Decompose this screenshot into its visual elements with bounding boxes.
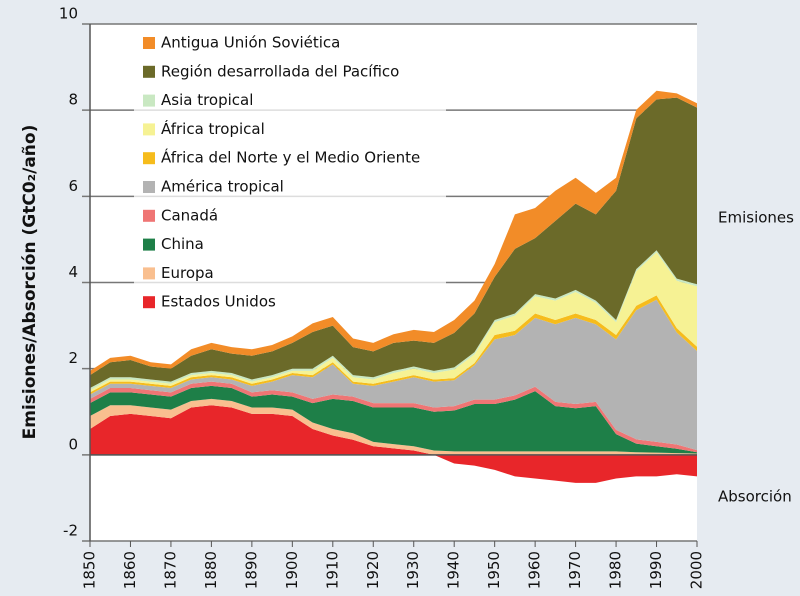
annotation: Emisiones: [718, 209, 794, 227]
x-tick-label: 1970: [566, 551, 584, 589]
legend-label: Antigua Unión Soviética: [161, 34, 340, 52]
x-tick-label: 2000: [688, 551, 706, 589]
legend-label: Canadá: [161, 206, 218, 224]
y-axis-label: Emisiones/Absorción (GtC0₂/año): [20, 125, 40, 440]
x-tick-label: 1960: [526, 551, 544, 589]
legend-swatch: [143, 238, 155, 251]
y-tick-label: 6: [68, 177, 78, 195]
x-tick-label: 1910: [323, 551, 341, 589]
legend-swatch: [143, 123, 155, 136]
annotation: Absorción: [718, 488, 792, 506]
x-tick-label: 1880: [202, 551, 220, 589]
x-tick-label: 1890: [242, 551, 260, 589]
area: [90, 385, 697, 454]
legend-swatch: [143, 94, 155, 107]
legend-label: África del Norte y el Medio Oriente: [161, 148, 420, 167]
y-tick-label: 0: [68, 435, 78, 453]
x-tick-label: 1930: [404, 551, 422, 589]
x-tick-label: 1940: [445, 551, 463, 589]
x-tick-label: 1900: [283, 551, 301, 589]
legend-label: América tropical: [161, 178, 284, 196]
legend-box: [134, 29, 446, 307]
legend-label: China: [161, 235, 204, 253]
y-tick-label: 10: [59, 5, 78, 23]
x-tick-label: 1950: [485, 551, 503, 589]
area: [90, 97, 697, 389]
legend-swatch: [143, 296, 155, 309]
area: [90, 295, 697, 395]
area: [90, 405, 697, 483]
legend-label: Región desarrollada del Pacífico: [161, 62, 399, 80]
legend-swatch: [143, 65, 155, 78]
x-tick-label: 1920: [364, 551, 382, 589]
x-tick-label: 1850: [81, 551, 99, 589]
y-tick-label: 4: [68, 263, 78, 281]
area: [90, 299, 697, 451]
legend-label: Asia tropical: [161, 91, 253, 109]
legend-swatch: [143, 267, 155, 280]
legend-label: Europa: [161, 264, 214, 282]
legend-swatch: [143, 152, 155, 165]
y-tick-label: -2: [63, 522, 78, 540]
y-tick-label: 8: [68, 91, 78, 109]
x-tick-label: 1860: [121, 551, 139, 589]
x-tick-label: 1870: [161, 551, 179, 589]
legend-swatch: [143, 181, 155, 193]
legend-swatch: [143, 209, 155, 222]
legend-label: África tropical: [161, 119, 265, 138]
x-tick-label: 1990: [647, 551, 665, 589]
x-tick-label: 1980: [607, 551, 625, 589]
legend-swatch: [143, 37, 155, 49]
legend-label: Estados Unidos: [161, 293, 276, 311]
y-tick-label: 2: [68, 349, 78, 367]
